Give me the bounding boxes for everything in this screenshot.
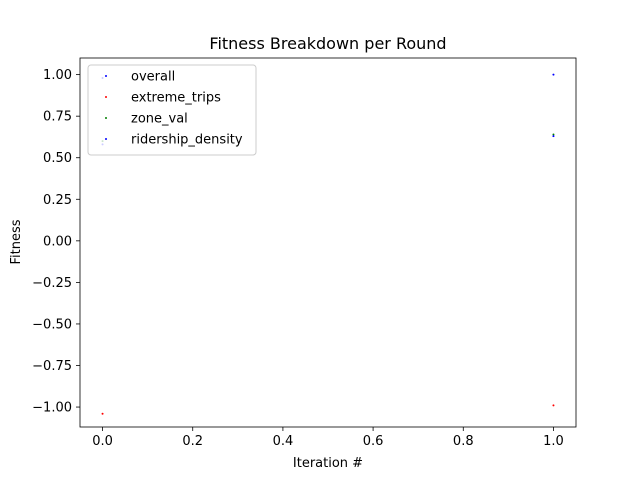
x-tick-label: 1.0 <box>543 434 564 449</box>
legend-marker <box>105 117 107 119</box>
data-point-ridership-density <box>552 135 555 138</box>
x-axis-ticks: 0.0 0.2 0.4 0.6 0.8 1.0 <box>92 427 564 449</box>
y-tick-label: −1.00 <box>32 401 72 416</box>
x-tick-label: 0.0 <box>92 434 113 449</box>
x-tick-label: 0.6 <box>363 434 384 449</box>
x-tick-label: 0.8 <box>453 434 474 449</box>
y-tick-label: 1.00 <box>43 68 72 83</box>
chart-title: Fitness Breakdown per Round <box>209 34 446 53</box>
y-axis-label: Fitness <box>9 219 24 264</box>
y-tick-label: −0.75 <box>32 359 72 374</box>
y-axis-ticks: 1.00 0.75 0.50 0.25 0.00 −0.25 −0.50 −0.75 −1.00 <box>32 68 80 416</box>
legend-label: ridership_density <box>131 133 243 148</box>
legend-marker <box>105 138 107 140</box>
y-tick-label: −0.50 <box>32 317 72 332</box>
legend-label: extreme_trips <box>131 91 221 106</box>
y-tick-label: −0.25 <box>32 276 72 291</box>
data-point-extreme-trips <box>101 412 104 415</box>
y-tick-label: 0.50 <box>43 151 72 166</box>
plot-frame <box>79 57 577 428</box>
legend: overall extreme_trips zone_val ridership_de… <box>87 64 257 156</box>
x-tick-label: 0.4 <box>273 434 294 449</box>
legend-box <box>87 64 257 156</box>
legend-marker <box>105 96 107 98</box>
x-axis-label: Iteration # <box>293 456 363 471</box>
y-tick-label: 0.25 <box>43 193 72 208</box>
legend-marker <box>105 75 107 77</box>
legend-label: zone_val <box>131 112 188 127</box>
data-point-zone-val <box>552 133 555 136</box>
y-tick-label: 0.75 <box>43 110 72 125</box>
plot-area <box>79 57 577 428</box>
data-point-extreme-trips <box>552 404 555 407</box>
y-tick-label: 0.00 <box>43 234 72 249</box>
legend-label: overall <box>131 70 175 85</box>
data-point-overall <box>552 73 555 76</box>
x-tick-label: 0.2 <box>182 434 203 449</box>
